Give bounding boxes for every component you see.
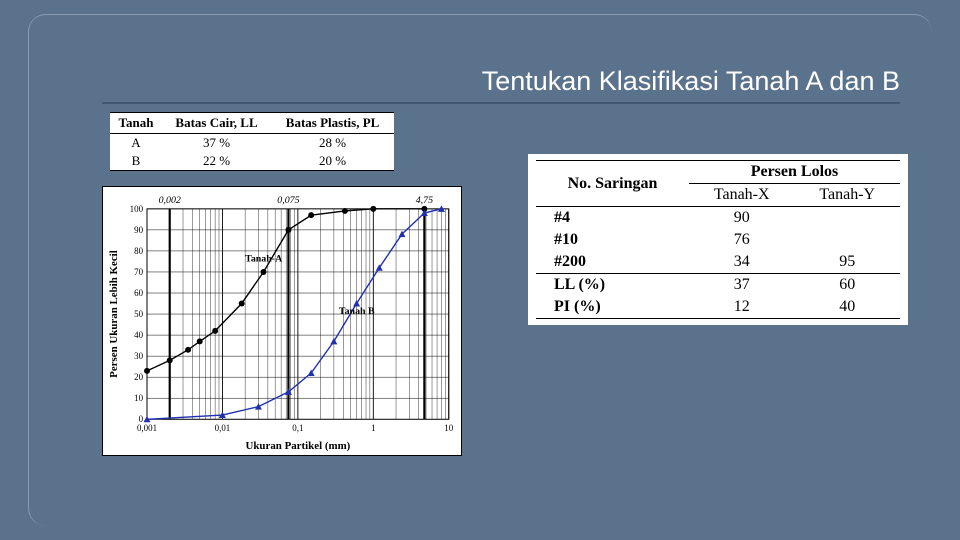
- table-cell: 34: [689, 251, 795, 274]
- title-underline: [102, 102, 900, 104]
- svg-text:1: 1: [371, 423, 375, 433]
- svg-text:50: 50: [134, 309, 143, 319]
- table-cell: #200: [536, 251, 689, 274]
- decorative-border: [28, 14, 932, 34]
- svg-text:0,075: 0,075: [277, 195, 299, 206]
- table-cell: 28 %: [271, 134, 394, 153]
- table-header: No. Saringan: [536, 161, 689, 207]
- svg-text:40: 40: [134, 330, 143, 340]
- svg-text:70: 70: [134, 267, 143, 277]
- table-cell: LL (%): [536, 274, 689, 297]
- table-cell: 90: [689, 207, 795, 230]
- svg-text:20: 20: [134, 372, 143, 382]
- table-sieve: No. Saringan Persen Lolos Tanah-X Tanah-…: [528, 154, 908, 325]
- table-cell: 37: [689, 274, 795, 297]
- svg-text:4,75: 4,75: [416, 195, 433, 206]
- table-cell: 12: [689, 296, 795, 319]
- table-cell: B: [110, 152, 162, 171]
- table-cell: 76: [689, 229, 795, 251]
- decorative-border: [28, 14, 46, 526]
- svg-text:Ukuran Partikel (mm): Ukuran Partikel (mm): [245, 440, 350, 452]
- table-header: Persen Lolos: [689, 161, 900, 184]
- table-header: Batas Cair, LL: [162, 113, 271, 134]
- svg-text:10: 10: [444, 423, 453, 433]
- svg-text:0,01: 0,01: [215, 423, 231, 433]
- table-cell: [794, 207, 900, 230]
- svg-text:Tanah B: Tanah B: [339, 306, 375, 317]
- table-header: Tanah-X: [689, 184, 795, 207]
- table-atterberg: Tanah Batas Cair, LL Batas Plastis, PL A…: [110, 112, 394, 171]
- svg-text:60: 60: [134, 288, 143, 298]
- table-cell: 37 %: [162, 134, 271, 153]
- svg-text:10: 10: [134, 393, 143, 403]
- table-cell: 60: [794, 274, 900, 297]
- table-cell: 22 %: [162, 152, 271, 171]
- svg-text:90: 90: [134, 225, 143, 235]
- table-cell: A: [110, 134, 162, 153]
- svg-text:100: 100: [130, 204, 144, 214]
- svg-text:Tanah-A: Tanah-A: [245, 253, 283, 264]
- table-cell: PI (%): [536, 296, 689, 319]
- svg-text:0,001: 0,001: [137, 423, 157, 433]
- table-cell: 20 %: [271, 152, 394, 171]
- svg-text:80: 80: [134, 246, 143, 256]
- svg-text:0,002: 0,002: [159, 195, 181, 206]
- svg-text:30: 30: [134, 351, 143, 361]
- table-header: Tanah: [110, 113, 162, 134]
- page-title: Tentukan Klasifikasi Tanah A dan B: [482, 66, 900, 97]
- table-cell: #4: [536, 207, 689, 230]
- table-header: Tanah-Y: [794, 184, 900, 207]
- table-header: Batas Plastis, PL: [271, 113, 394, 134]
- table-cell: 40: [794, 296, 900, 319]
- table-cell: 95: [794, 251, 900, 274]
- grain-size-chart: 01020304050607080901000,0010,010,11100,0…: [102, 186, 462, 456]
- svg-text:0,1: 0,1: [292, 423, 303, 433]
- table-cell: [794, 229, 900, 251]
- svg-text:Persen Ukuran Lebih Kecil: Persen Ukuran Lebih Kecil: [108, 250, 120, 378]
- table-cell: #10: [536, 229, 689, 251]
